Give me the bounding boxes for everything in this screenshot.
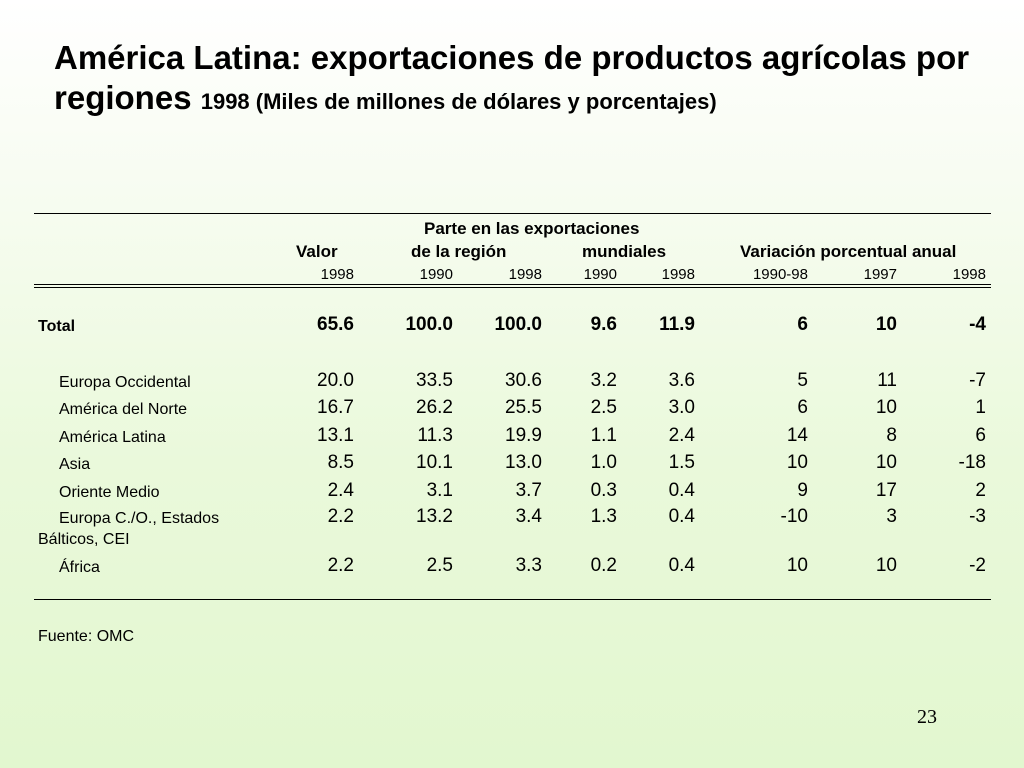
row-value: 0.4 [668, 506, 695, 527]
row-value: 2.5 [426, 555, 453, 576]
row-value: 17 [875, 480, 897, 501]
year-header: 1990-98 [752, 266, 808, 283]
year-header: 1998 [508, 266, 542, 283]
col-header-variacion: Variación porcentual anual [740, 242, 957, 261]
title-subtitle: 1998 (Miles de millones de dólares y por… [200, 89, 717, 114]
row-label: América Latina [59, 429, 166, 446]
row-value: 3.2 [590, 370, 617, 391]
row-value: 10 [786, 452, 808, 473]
row-value: -3 [969, 506, 986, 527]
row-value: 3 [886, 506, 897, 527]
row-value: 2.4 [327, 480, 354, 501]
row-value: 10 [786, 555, 808, 576]
row-value: 30.6 [505, 370, 542, 391]
row-value: 2.5 [590, 397, 617, 418]
row-value: 13.2 [416, 506, 453, 527]
table-top-rule [34, 213, 991, 214]
row-label: África [59, 559, 100, 576]
year-header: 1998 [661, 266, 695, 283]
year-header: 1990 [583, 266, 617, 283]
year-header: 1998 [952, 266, 986, 283]
row-value: 9 [797, 480, 808, 501]
row-label: Europa Occidental [59, 374, 191, 391]
row-value: 6 [797, 314, 808, 335]
row-value: 65.6 [317, 314, 354, 335]
row-value: 11.9 [659, 314, 695, 335]
row-label-continued: Bálticos, CEI [38, 531, 130, 548]
row-value: 13.1 [317, 425, 354, 446]
row-value: 11 [877, 370, 897, 391]
row-value: 5 [797, 370, 808, 391]
row-value: 25.5 [505, 397, 542, 418]
row-value: -10 [780, 506, 808, 527]
row-value: 3.4 [515, 506, 542, 527]
row-value: 10 [875, 452, 897, 473]
row-value: 10 [875, 314, 897, 335]
row-value: 100.0 [405, 314, 453, 335]
row-value: 3.3 [515, 555, 542, 576]
header-rule-1 [34, 284, 991, 285]
row-value: 10 [875, 397, 897, 418]
row-value: 1.0 [590, 452, 617, 473]
row-value: 10.1 [416, 452, 453, 473]
row-label: América del Norte [59, 401, 188, 418]
year-header: 1990 [419, 266, 453, 283]
group-header: Parte en las exportaciones [424, 219, 640, 238]
row-value: 100.0 [494, 314, 542, 335]
row-value: 3.7 [515, 480, 542, 501]
year-header: 1998 [320, 266, 354, 283]
row-value: 13.0 [505, 452, 542, 473]
row-value: 2.2 [327, 506, 354, 527]
row-value: 14 [786, 425, 808, 446]
row-label: Total [38, 318, 76, 335]
row-value: 1.3 [590, 506, 617, 527]
row-value: 6 [797, 397, 808, 418]
row-value: 3.0 [668, 397, 695, 418]
row-value: 2.4 [668, 425, 695, 446]
header-rule-2 [34, 287, 991, 288]
row-label: Oriente Medio [59, 484, 160, 501]
row-value: 8 [886, 425, 897, 446]
row-label: Europa C./O., Estados [59, 510, 220, 527]
row-value: -4 [969, 314, 986, 335]
col-header-valor: Valor [296, 242, 338, 261]
row-value: 8.5 [327, 452, 354, 473]
row-value: 19.9 [505, 425, 542, 446]
row-value: -2 [969, 555, 986, 576]
row-value: 10 [875, 555, 897, 576]
title-main: América Latina: exportaciones de product… [54, 39, 970, 116]
row-value: 1.1 [590, 425, 617, 446]
row-value: 3.1 [426, 480, 453, 501]
row-label: Asia [59, 456, 91, 473]
row-value: 0.4 [668, 480, 695, 501]
row-value: 1 [975, 397, 986, 418]
row-value: 3.6 [668, 370, 695, 391]
col-header-region: de la región [411, 242, 507, 261]
page-number: 23 [917, 706, 937, 728]
row-value: 16.7 [317, 397, 354, 418]
row-value: 20.0 [317, 370, 354, 391]
row-value: 9.6 [590, 314, 617, 335]
row-value: -18 [958, 452, 986, 473]
source-note: Fuente: OMC [38, 628, 135, 645]
row-value: 0.3 [590, 480, 617, 501]
row-value: 0.4 [668, 555, 695, 576]
row-value: 2 [975, 480, 986, 501]
table-bottom-rule [34, 599, 991, 600]
year-header: 1997 [863, 266, 897, 283]
row-value: 1.5 [668, 452, 695, 473]
slide-title: América Latina: exportaciones de product… [54, 38, 994, 122]
row-value: 11.3 [417, 425, 453, 446]
row-value: 33.5 [416, 370, 453, 391]
row-value: 2.2 [327, 555, 354, 576]
row-value: 6 [975, 425, 986, 446]
col-header-mundiales: mundiales [582, 242, 667, 261]
row-value: 0.2 [590, 555, 617, 576]
row-value: -7 [969, 370, 986, 391]
row-value: 26.2 [416, 397, 453, 418]
